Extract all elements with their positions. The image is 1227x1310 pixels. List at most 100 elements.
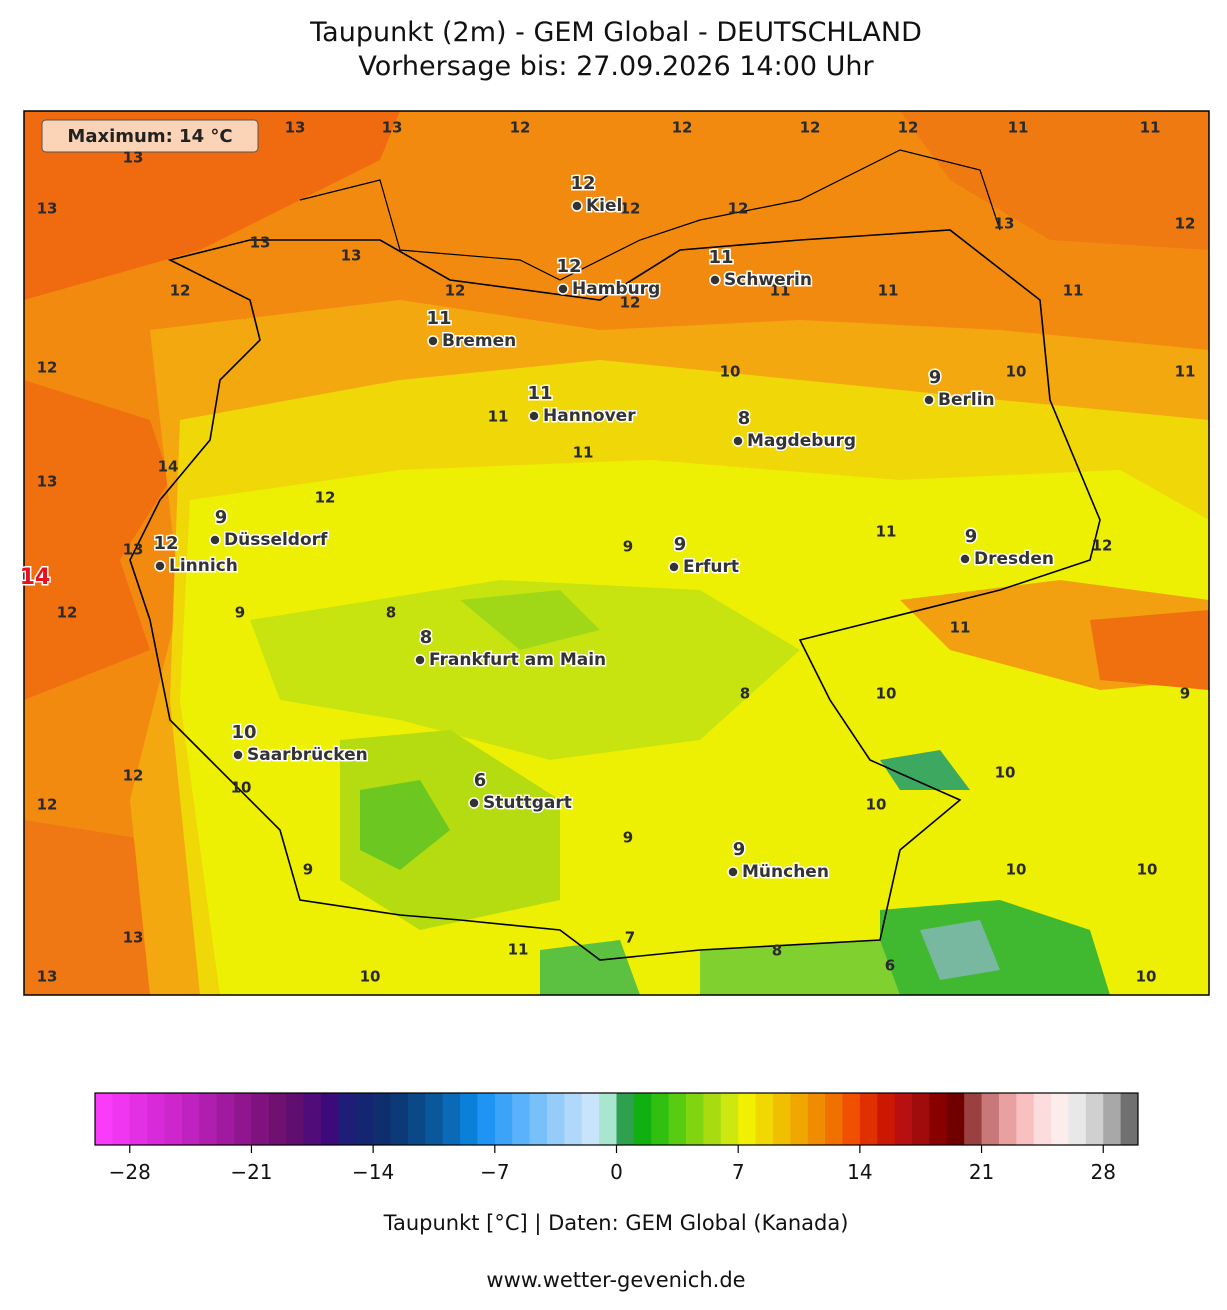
colorbar-tick-label: −14	[352, 1160, 394, 1184]
city-dot	[959, 553, 971, 565]
city-name: Magdeburg	[747, 431, 856, 451]
colorbar-swatch	[981, 1093, 1000, 1145]
colorbar-tick-label: 21	[969, 1160, 994, 1184]
city-value: 6	[474, 770, 487, 791]
contour-label: 10	[1137, 861, 1158, 879]
colorbar-swatch	[772, 1093, 791, 1145]
city-dot	[232, 749, 244, 761]
contour-label: 10	[720, 363, 741, 381]
contour-label: 13	[285, 119, 306, 137]
city-value: 9	[215, 507, 228, 528]
city-dot	[528, 410, 540, 422]
contour-label: 8	[772, 942, 782, 960]
city-name: Erfurt	[683, 557, 739, 577]
contour-label: 13	[37, 473, 58, 491]
colorbar-swatch	[147, 1093, 166, 1145]
colorbar-swatch	[320, 1093, 339, 1145]
colorbar-swatch	[1016, 1093, 1035, 1145]
colorbar-tick-label: 14	[847, 1160, 872, 1184]
contour-label: 12	[728, 200, 749, 218]
colorbar-tick-label: 28	[1091, 1160, 1116, 1184]
colorbar-swatch	[407, 1093, 426, 1145]
colorbar-swatch	[390, 1093, 409, 1145]
colorbar-swatch	[460, 1093, 478, 1145]
contour-label: 9	[623, 829, 633, 847]
colorbar-swatch	[129, 1093, 148, 1145]
city-name: Frankfurt am Main	[429, 650, 606, 670]
city-dot	[414, 654, 426, 666]
contour-label: 13	[341, 247, 362, 265]
contour-label: 11	[488, 408, 509, 426]
contour-label: 10	[231, 779, 252, 797]
contour-label: 12	[57, 604, 78, 622]
colorbar-swatch	[633, 1093, 652, 1145]
colorbar-swatch	[286, 1093, 305, 1145]
colorbar-swatch	[825, 1093, 843, 1145]
contour-label: 12	[672, 119, 693, 137]
contour-label: 6	[885, 957, 895, 975]
city-dot	[209, 534, 221, 546]
colorbar-swatch	[912, 1093, 930, 1145]
colorbar-tick-label: 0	[610, 1160, 623, 1184]
colorbar-swatch	[181, 1093, 200, 1145]
colorbar-swatch	[303, 1093, 322, 1145]
city-dot	[923, 394, 935, 406]
colorbar-swatch	[686, 1093, 704, 1145]
city-name: Linnich	[169, 556, 238, 576]
colorbar-swatch	[929, 1093, 948, 1145]
colorbar-tick-label: −21	[230, 1160, 272, 1184]
contour-label: 12	[37, 796, 58, 814]
contour-label: 12	[1092, 537, 1113, 555]
colorbar-swatch	[199, 1093, 218, 1145]
max-marker: 14	[20, 565, 51, 590]
title: Taupunkt (2m) - GEM Global - DEUTSCHLAND	[309, 17, 922, 48]
contour-label: 11	[1140, 119, 1161, 137]
map-field	[24, 111, 1209, 995]
colorbar-swatch	[529, 1093, 548, 1145]
contour-label: 9	[303, 861, 313, 879]
city-value: 12	[153, 533, 178, 554]
contour-label: 13	[994, 215, 1015, 233]
city-value: 11	[708, 247, 733, 268]
colorbar-swatch	[738, 1093, 757, 1145]
maximum-text: Maximum: 14 °C	[67, 126, 232, 147]
map-frame	[23, 110, 1210, 996]
contour-label: 11	[878, 282, 899, 300]
colorbar-swatch	[1068, 1093, 1087, 1145]
colorbar-swatch	[998, 1093, 1017, 1145]
contour-label: 10	[1006, 363, 1027, 381]
city-value: 11	[527, 383, 552, 404]
contour-label: 12	[620, 200, 641, 218]
contour-label: 12	[37, 359, 58, 377]
footer: www.wetter-gevenich.de	[486, 1268, 745, 1292]
contour-label: 12	[445, 282, 466, 300]
contour-label: 8	[386, 604, 396, 622]
colorbar-swatch	[164, 1093, 183, 1145]
city-name: Bremen	[442, 331, 516, 351]
city-name: Schwerin	[724, 270, 812, 290]
colorbar-swatch	[564, 1093, 583, 1145]
contour-label: 14	[158, 458, 179, 476]
colorbar-swatch	[95, 1093, 113, 1145]
contour-label: 9	[1180, 685, 1190, 703]
city-dot	[468, 797, 480, 809]
colorbar-swatch	[894, 1093, 913, 1145]
colorbar-swatch	[790, 1093, 809, 1145]
city-name: Hannover	[543, 406, 636, 426]
city-dot	[727, 866, 739, 878]
contour-label: 10	[995, 764, 1016, 782]
city-name: Berlin	[938, 390, 995, 410]
colorbar-swatch	[946, 1093, 965, 1145]
colorbar-swatch	[1085, 1093, 1104, 1145]
colorbar-swatch	[842, 1093, 861, 1145]
contour-label: 7	[625, 929, 635, 947]
contour-label: 9	[623, 538, 633, 556]
city-value: 12	[556, 256, 581, 277]
colorbar-swatch	[1103, 1093, 1122, 1145]
city-dot	[709, 274, 721, 286]
contour-label: 12	[800, 119, 821, 137]
city-dot	[154, 560, 166, 572]
contour-label: 8	[740, 685, 750, 703]
city-name: Saarbrücken	[247, 745, 368, 765]
